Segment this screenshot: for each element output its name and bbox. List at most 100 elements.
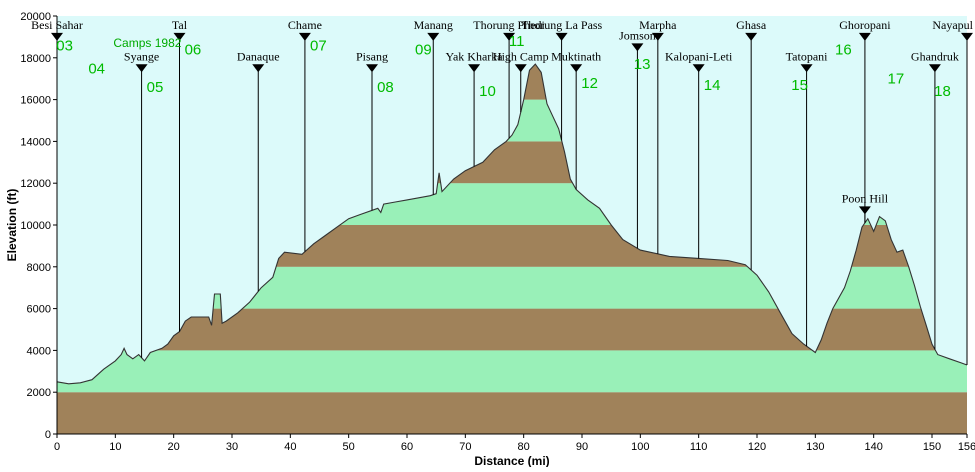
x-tick-label: 130 — [806, 441, 824, 453]
x-tick-label: 150 — [923, 441, 941, 453]
y-tick-label: 10000 — [20, 220, 51, 232]
waypoint-label: Tatopani — [786, 49, 828, 63]
camp-number: 06 — [185, 41, 202, 58]
waypoint-triangle — [858, 32, 871, 41]
waypoint-triangle — [651, 32, 664, 41]
camp-number: 08 — [377, 79, 394, 96]
waypoint-marker: Besi Sahar — [31, 18, 83, 382]
waypoint-triangle — [427, 32, 440, 41]
waypoint-triangle — [514, 64, 527, 73]
camp-number: 04 — [88, 60, 105, 77]
y-tick-label: 0 — [45, 429, 51, 441]
x-tick-label: 40 — [284, 441, 296, 453]
waypoint-marker: Muktinath — [551, 49, 601, 190]
waypoint-label: Kalopani-Leti — [665, 49, 733, 63]
waypoint-triangle — [800, 64, 813, 73]
waypoint-triangle — [173, 32, 186, 41]
y-tick-label: 12000 — [20, 178, 51, 190]
camp-number: 13 — [634, 56, 651, 73]
waypoint-label: Poon Hill — [842, 191, 889, 205]
camp-number: 14 — [704, 77, 721, 94]
waypoint-marker: Ghasa — [736, 18, 767, 270]
x-tick-label: 50 — [343, 441, 355, 453]
waypoint-label: Besi Sahar — [31, 18, 83, 32]
y-tick-label: 6000 — [27, 304, 51, 316]
x-tick-label: 156 — [958, 441, 975, 453]
waypoint-marker: Poon Hill — [842, 191, 889, 223]
waypoint-marker: Ghoropani — [839, 18, 891, 223]
waypoint-marker: Syange — [124, 49, 159, 358]
waypoint-marker: Jomson — [619, 28, 656, 249]
camp-number: 18 — [934, 83, 951, 100]
waypoint-label: Ghandruk — [911, 49, 959, 63]
elevation-band — [57, 350, 967, 393]
waypoint-marker: Tatopani — [786, 49, 828, 347]
y-tick-label: 18000 — [20, 53, 51, 65]
y-tick-label: 4000 — [27, 345, 51, 357]
waypoint-marker: Kalopani-Leti — [665, 49, 733, 259]
x-tick-label: 100 — [631, 441, 649, 453]
x-tick-label: 60 — [401, 441, 413, 453]
waypoint-marker: High Camp — [493, 49, 549, 113]
x-tick-label: 70 — [459, 441, 471, 453]
waypoint-label: Thorung Phedi — [473, 18, 545, 32]
waypoint-marker: Tal — [172, 18, 188, 332]
waypoint-marker: Nayapul — [932, 18, 974, 366]
waypoint-marker: Marpha — [639, 18, 677, 254]
waypoint-marker: Chame — [288, 18, 322, 252]
waypoint-triangle — [631, 43, 644, 52]
y-axis-title: Elevation (ft) — [5, 189, 19, 262]
waypoint-triangle — [570, 64, 583, 73]
waypoint-label: Ghasa — [736, 18, 767, 32]
waypoint-label: Marpha — [639, 18, 677, 32]
waypoint-triangle — [692, 64, 705, 73]
waypoint-triangle — [252, 64, 265, 73]
waypoint-triangle — [928, 64, 941, 73]
x-tick-label: 110 — [690, 441, 708, 453]
waypoint-marker: Manang — [414, 18, 453, 195]
x-tick-label: 140 — [864, 441, 882, 453]
x-tick-label: 0 — [54, 441, 60, 453]
camp-number: 07 — [310, 37, 327, 54]
waypoint-marker: Yak Kharka — [446, 49, 504, 167]
waypoint-marker: Pisang — [356, 49, 388, 211]
waypoint-triangle — [298, 32, 311, 41]
waypoint-label: Manang — [414, 18, 453, 32]
x-axis-title: Distance (mi) — [474, 454, 549, 467]
camp-number: 15 — [791, 77, 808, 94]
elevation-band — [57, 392, 967, 434]
waypoint-triangle — [51, 32, 63, 41]
x-tick-label: 90 — [576, 441, 588, 453]
x-tick-label: 10 — [109, 441, 121, 453]
waypoint-triangle — [745, 32, 758, 41]
camp-number: 05 — [147, 79, 164, 96]
x-tick-label: 30 — [226, 441, 238, 453]
y-tick-label: 16000 — [20, 95, 51, 107]
waypoint-triangle — [135, 64, 148, 73]
waypoint-label: Syange — [124, 49, 159, 63]
waypoint-marker: Ghandruk — [911, 49, 959, 350]
waypoint-marker: Danaque — [237, 49, 280, 292]
camp-number: 17 — [887, 71, 904, 88]
waypoint-label: Pisang — [356, 49, 388, 63]
waypoint-triangle — [961, 32, 973, 41]
waypoint-label: Ghoropani — [839, 18, 891, 32]
camp-number: 09 — [415, 41, 432, 58]
y-tick-label: 2000 — [27, 387, 51, 399]
waypoint-triangle — [366, 64, 378, 73]
waypoint-label: Yak Kharka — [446, 49, 504, 63]
camp-number: 03 — [56, 37, 73, 54]
y-tick-label: 8000 — [27, 262, 51, 274]
y-tick-label: 14000 — [20, 136, 51, 148]
camp-number: 10 — [479, 83, 496, 100]
waypoint-label: Jomson — [619, 28, 656, 42]
terrain-profile-line — [56, 63, 968, 385]
waypoint-marker: Thorung Phedi — [473, 18, 546, 139]
waypoint-triangle — [555, 32, 568, 41]
waypoint-label: Tal — [172, 18, 188, 32]
waypoint-label: Danaque — [237, 49, 280, 63]
waypoint-triangle — [468, 64, 481, 73]
waypoint-label: Nayapul — [932, 18, 973, 32]
